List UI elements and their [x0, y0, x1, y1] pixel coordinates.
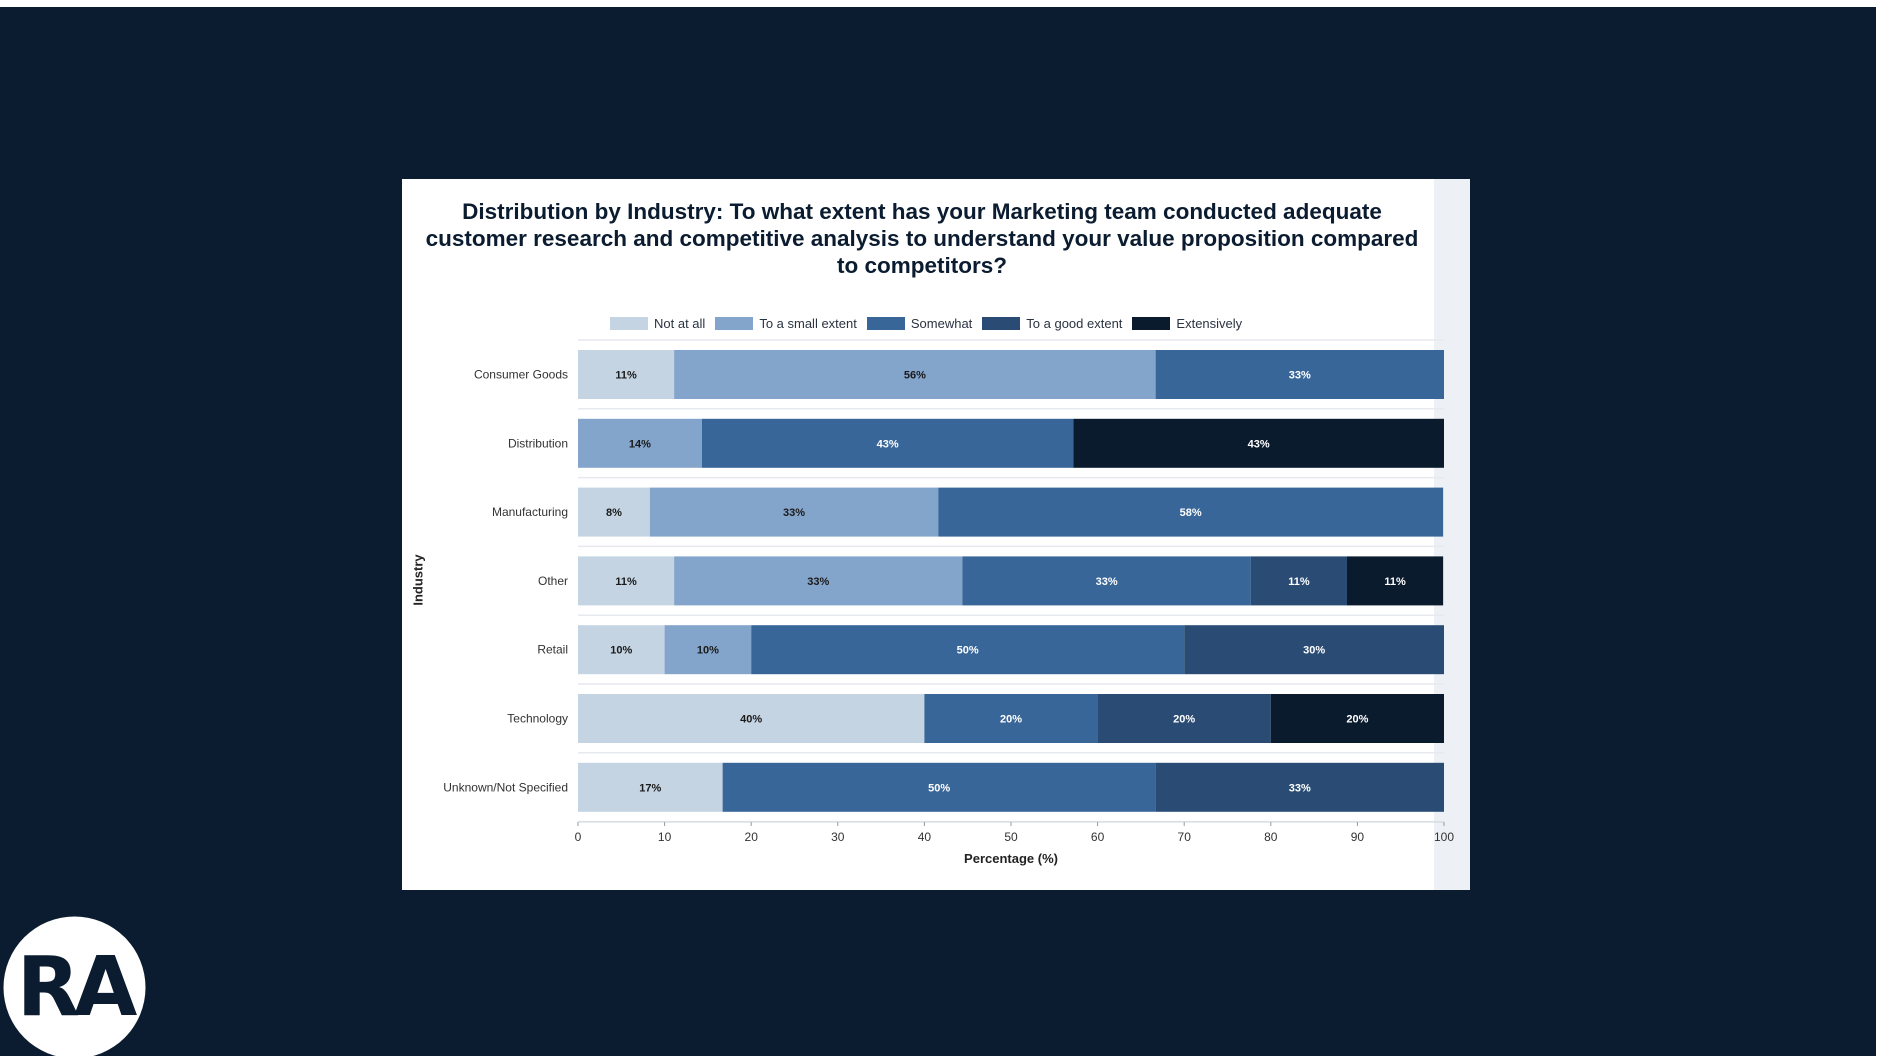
y-tick-label: Retail — [537, 643, 568, 657]
x-tick-label: 50 — [1004, 830, 1018, 844]
bar-segment — [674, 556, 963, 606]
legend-swatch-1 — [715, 316, 754, 330]
x-tick-label: 70 — [1178, 830, 1192, 844]
x-tick-label: 40 — [918, 830, 932, 844]
bar-segment — [578, 418, 702, 468]
data-label: 10% — [697, 645, 719, 657]
data-label: 11% — [1288, 576, 1310, 588]
data-label: 33% — [1289, 782, 1311, 794]
data-label: 33% — [1096, 576, 1118, 588]
bar-segment — [701, 418, 1074, 468]
legend-label-1: To a small extent — [759, 315, 857, 331]
chart-legend: Not at all To a small extent Somewhat To a … — [610, 315, 1252, 331]
data-label: 11% — [615, 576, 637, 588]
bar-segment — [664, 625, 752, 675]
legend-item-4: Extensively — [1132, 316, 1242, 331]
bar-segment — [938, 487, 1444, 537]
data-label: 56% — [904, 370, 926, 382]
legend-label-4: Extensively — [1176, 315, 1243, 331]
legend-swatch-0 — [610, 316, 648, 330]
bar-segment — [578, 762, 723, 812]
y-tick-label: Technology — [507, 712, 568, 726]
legend-item-1: To a small extent — [715, 316, 857, 331]
bar-segment — [722, 762, 1156, 812]
legend-label-3: To a good extent — [1026, 315, 1123, 331]
data-label: 10% — [610, 645, 632, 657]
x-tick-label: 10 — [658, 830, 672, 844]
x-tick-label: 30 — [831, 830, 845, 844]
y-tick-label: Other — [538, 574, 568, 588]
data-label: 50% — [957, 645, 979, 657]
y-tick-label: Unknown/Not Specified — [443, 780, 568, 794]
legend-label-0: Not at all — [654, 315, 706, 331]
bar-segment — [578, 694, 925, 743]
data-label: 58% — [1180, 507, 1202, 519]
legend-item-3: To a good extent — [982, 316, 1122, 331]
legend-swatch-2 — [866, 316, 905, 330]
data-label: 8% — [606, 507, 622, 519]
legend-label-2: Somewhat — [910, 315, 973, 331]
x-axis-title: Percentage (%) — [964, 851, 1058, 866]
bar-segment — [674, 350, 1156, 399]
data-label: 11% — [1384, 576, 1406, 588]
bar-segment — [1347, 556, 1444, 606]
bar-segment — [751, 625, 1185, 675]
bar-segment — [578, 350, 675, 399]
bar-segment — [924, 694, 1098, 743]
bar-segment — [1155, 350, 1444, 399]
data-label: 11% — [615, 370, 637, 382]
y-tick-label: Manufacturing — [492, 505, 568, 519]
data-label: 30% — [1303, 645, 1325, 657]
legend-item-2: Somewhat — [866, 315, 973, 331]
data-label: 40% — [740, 714, 762, 726]
bar-segment — [649, 487, 939, 537]
x-tick-label: 90 — [1351, 830, 1365, 844]
legend-item-0: Not at all — [610, 316, 705, 331]
bar-segment — [1073, 418, 1444, 468]
data-label: 43% — [1248, 438, 1270, 450]
bar-segment — [578, 556, 675, 606]
bar-segment — [578, 625, 665, 675]
bar-segment — [1250, 556, 1348, 606]
y-tick-label: Consumer Goods — [474, 368, 568, 382]
x-tick-label: 80 — [1264, 830, 1278, 844]
data-label: 33% — [783, 507, 805, 519]
x-tick-label: 100 — [1434, 830, 1454, 844]
data-label: 20% — [1000, 714, 1022, 726]
data-label: 33% — [807, 576, 829, 588]
x-tick-label: 60 — [1091, 830, 1105, 844]
bar-segment — [962, 556, 1251, 606]
bar-segment — [1270, 694, 1444, 743]
svg-text:RA: RA — [17, 940, 138, 1035]
bar-segment — [1184, 625, 1444, 675]
bar-segment — [1097, 694, 1271, 743]
data-label: 33% — [1289, 370, 1311, 382]
legend-swatch-3 — [982, 316, 1021, 330]
x-tick-label: 20 — [745, 830, 759, 844]
data-label: 20% — [1173, 714, 1195, 726]
bar-segment — [1155, 762, 1444, 812]
data-label: 17% — [639, 782, 661, 794]
y-axis-title: Industry — [410, 554, 426, 606]
data-label: 50% — [928, 782, 950, 794]
y-tick-label: Distribution — [508, 436, 568, 450]
ra-logo: RA — [3, 916, 146, 1059]
data-label: 14% — [629, 438, 651, 450]
data-label: 43% — [877, 438, 899, 450]
bar-segment — [578, 487, 650, 537]
legend-swatch-4 — [1132, 316, 1171, 330]
x-tick-label: 0 — [575, 830, 582, 844]
chart-title: Distribution by Industry: To what extent… — [425, 199, 1419, 278]
data-label: 20% — [1346, 714, 1368, 726]
